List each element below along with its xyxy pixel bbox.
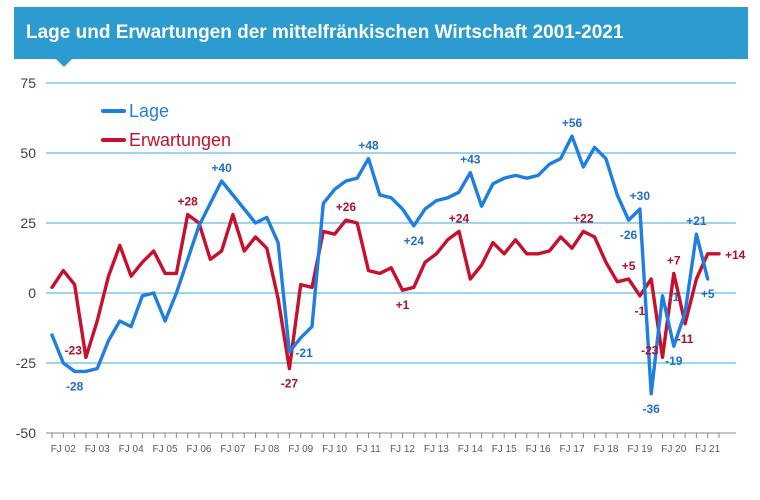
- data-label: +22: [573, 211, 594, 225]
- data-label: -19: [665, 354, 683, 368]
- data-label: +30: [630, 189, 651, 203]
- x-tick-label: FJ 12: [390, 444, 415, 455]
- x-tick-label: FJ 11: [356, 444, 381, 455]
- data-label: +5: [622, 259, 636, 273]
- x-tick-label: FJ 20: [661, 444, 686, 455]
- data-label: +7: [667, 253, 681, 267]
- legend-label: Lage: [129, 101, 169, 121]
- data-label: +56: [562, 116, 583, 130]
- x-tick-label: FJ 19: [627, 444, 652, 455]
- data-label: +43: [460, 153, 481, 167]
- x-tick-label: FJ 10: [322, 444, 347, 455]
- x-tick-label: FJ 07: [220, 444, 245, 455]
- data-label: +5: [701, 287, 715, 301]
- title-banner-shape: [14, 7, 748, 67]
- data-label: +40: [211, 161, 232, 175]
- data-label: +1: [396, 298, 410, 312]
- data-label: -36: [642, 402, 660, 416]
- x-tick-label: FJ 17: [560, 444, 585, 455]
- data-label: +14: [725, 248, 746, 262]
- data-label: +26: [336, 200, 357, 214]
- y-tick-label: 0: [28, 285, 36, 301]
- grid-lines: [46, 82, 736, 434]
- y-tick-label: 50: [20, 145, 36, 161]
- data-label: -23: [65, 343, 83, 357]
- x-tick-label: FJ 04: [119, 444, 144, 455]
- data-label: -1: [668, 290, 679, 304]
- y-tick-label: 25: [20, 215, 36, 231]
- series-line-erwartungen: [50, 212, 721, 371]
- series-line-lage: [50, 134, 710, 396]
- x-tick-label: FJ 16: [526, 444, 551, 455]
- data-label: -28: [66, 379, 84, 393]
- y-tick-label: 75: [20, 75, 36, 91]
- data-label: +24: [404, 234, 425, 248]
- x-tick-label: FJ 13: [424, 444, 449, 455]
- x-tick-label: FJ 18: [593, 444, 618, 455]
- title-banner: [14, 7, 748, 67]
- y-tick-label: -25: [16, 355, 36, 371]
- data-label: -27: [281, 377, 299, 391]
- x-axis: FJ 02 FJ 03 FJ 04 FJ 05 FJ 06 FJ 07 FJ 08 FJ 09…: [46, 432, 736, 455]
- x-tick-label: FJ 05: [153, 444, 178, 455]
- data-label: +21: [686, 214, 707, 228]
- x-tick-label: FJ 09: [288, 444, 313, 455]
- x-tick-label: FJ 08: [254, 444, 279, 455]
- x-tick-label: FJ 06: [186, 444, 211, 455]
- x-tick-label: FJ 14: [458, 444, 483, 455]
- series-lines: [50, 134, 721, 396]
- data-label: -21: [295, 346, 313, 360]
- x-tick-label: FJ 21: [695, 444, 720, 455]
- data-labels: -28 +40 -21 +48 +24 +43 +56 -26 +30 -36 -1 -19 +21 +5…: [65, 116, 746, 416]
- x-tick-label: FJ 15: [492, 444, 517, 455]
- x-tick-label: FJ 03: [85, 444, 110, 455]
- data-label: -11: [677, 332, 694, 346]
- data-label: +24: [449, 211, 470, 225]
- chart-title: Lage und Erwartungen der mittelfränkisch…: [26, 22, 624, 43]
- data-label: -26: [620, 228, 638, 242]
- y-tick-label: -50: [16, 425, 36, 441]
- legend-label: Erwartungen: [129, 130, 231, 150]
- legend: Lage Erwartungen: [101, 101, 231, 150]
- y-axis-ticks: 75 50 25 0 -25 -50: [16, 75, 36, 441]
- data-label: +48: [358, 139, 379, 153]
- x-tick-label: FJ 02: [51, 444, 76, 455]
- data-label: -23: [641, 343, 659, 357]
- data-label: +28: [177, 195, 198, 209]
- data-label: -1: [635, 304, 646, 318]
